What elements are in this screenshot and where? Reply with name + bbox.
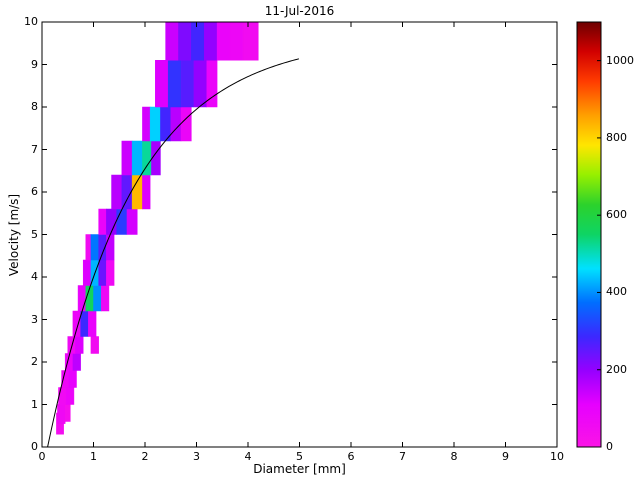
heatmap-cell [216,21,231,61]
heatmap-cell [131,140,143,176]
heatmap-cell [82,259,92,286]
heatmap-cell [142,106,151,142]
terminal-velocity-curve [47,58,300,448]
x-tick-label: 4 [244,450,252,463]
heatmap-cell [167,60,182,108]
x-tick-label: 6 [347,450,355,463]
heatmap-cell [72,310,81,337]
heatmap-cell [77,285,87,312]
heatmap-cell [155,60,169,108]
y-tick-label: 6 [31,185,38,198]
heatmap-cell [111,174,123,210]
y-tick-label: 1 [31,397,38,411]
heatmap-cell [57,404,66,424]
heatmap-cell [193,60,208,108]
heatmap-cell [191,21,205,61]
y-tick-label: 9 [31,57,38,71]
colorbar-tick-label: 600 [606,208,627,222]
colorbar-tick-label: 400 [606,285,627,299]
heatmap-cell [180,106,192,142]
heatmap-cell [64,404,71,422]
x-tick-label: 1 [90,450,97,463]
chart-title: 11-Jul-2016 [264,4,335,18]
heatmap-cell [98,208,107,235]
y-tick-label: 5 [31,227,38,241]
y-tick-label: 8 [31,100,38,113]
heatmap-cell [100,285,110,312]
y-tick-label: 2 [31,355,38,368]
colorbar-tick-label: 0 [606,440,613,453]
heatmap-cell [178,21,192,61]
y-tick-label: 4 [31,270,38,283]
x-tick-label: 0 [38,450,46,463]
colorbar-box [576,21,602,448]
heatmap-cell [88,310,97,337]
x-tick-label: 9 [502,450,509,463]
heatmap-cell [106,234,115,261]
heatmap-cell [98,259,107,286]
heatmap-cell [93,285,102,312]
y-tick-label: 3 [31,312,38,326]
x-tick-label: 10 [550,450,564,463]
heatmap-cell [75,336,84,354]
heatmap-cell [165,21,179,61]
heatmap-cell [126,208,138,235]
heatmap-cell [80,310,89,337]
x-tick-label: 3 [193,450,200,463]
heatmap-cell [85,234,92,261]
heatmap-cell [121,140,133,176]
heatmap-cell [170,106,182,142]
y-tick-label: 7 [31,142,38,156]
x-tick-label: 2 [141,450,149,463]
colorbar-tick-label: 1000 [606,53,634,67]
heatmap-cell [90,234,99,261]
heatmap-cell [72,353,81,371]
colorbar [577,22,601,447]
heatmap-cell [242,21,259,61]
heatmap-cell [229,21,244,61]
heatmap-cells [56,21,259,435]
heatmap-cell [142,174,151,210]
x-axis-label: Diameter [mm] [253,462,346,476]
heatmap-cell [90,336,99,354]
heatmap-cell [106,259,115,286]
heatmap-cell [180,60,195,108]
y-tick-label: 10 [24,15,38,28]
x-tick-label: 5 [296,450,303,463]
heatmap-cell [149,106,161,142]
heatmap-cell [131,174,143,210]
heatmap-cell [58,387,67,405]
axis-ticks [41,21,558,448]
heatmap-cell [203,21,218,61]
colorbar-tick-label: 200 [606,362,627,376]
heatmap-cell [65,387,75,405]
y-tick-label: 0 [31,440,38,453]
colorbar-tick-label: 800 [606,130,627,144]
colorbar-ticks [597,60,601,448]
x-tick-label: 7 [399,450,406,463]
heatmap-cell [116,208,128,235]
x-tick-label: 8 [450,450,458,463]
heatmap-cell [68,370,77,388]
